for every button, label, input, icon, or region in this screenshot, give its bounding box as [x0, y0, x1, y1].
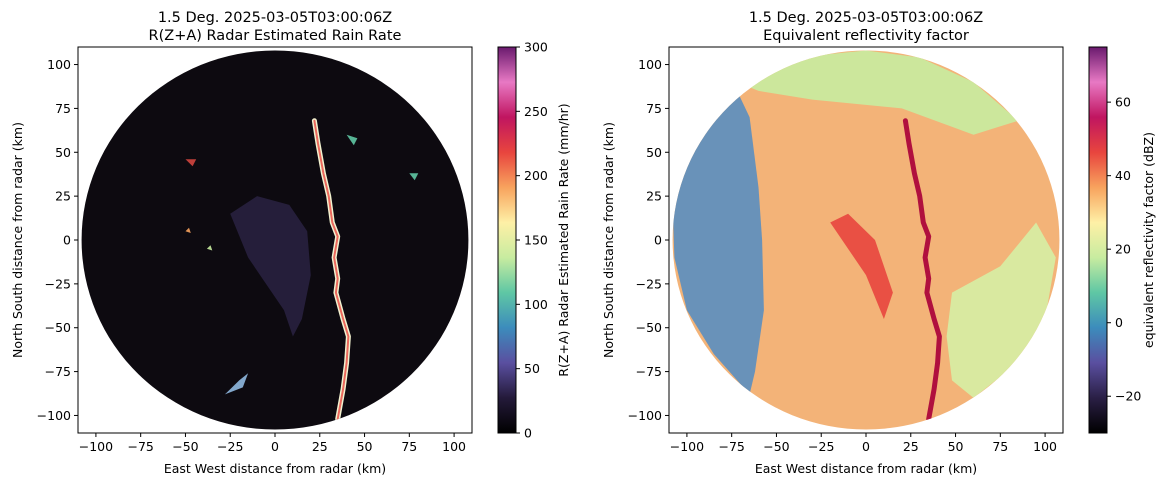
y-tick-label: 0	[654, 233, 662, 248]
x-tick-label: −25	[217, 439, 243, 454]
x-tick-label: 100	[442, 439, 466, 454]
squall-line-core	[313, 119, 350, 420]
colorbar	[1088, 46, 1108, 434]
cell-mark	[185, 227, 191, 233]
radar-features	[672, 50, 1056, 422]
x-tick-label: −75	[127, 439, 153, 454]
cell-mark	[206, 245, 213, 251]
x-tick-label: −50	[763, 439, 789, 454]
clear-air-west-mark	[672, 90, 764, 395]
chart-title-line2: Equivalent reflectivity factor	[763, 28, 969, 44]
chart-title-line1: 1.5 Deg. 2025-03-05T03:00:06Z	[158, 10, 392, 26]
x-tick-label: 50	[948, 439, 964, 454]
y-tick-label: −75	[45, 364, 71, 379]
chart-panel-1: −100 −75 −50 −25 0 25 50 75 100 −100 −75 −50 −25 0 25 5…	[10, 10, 571, 476]
y-tick-label: −75	[636, 364, 662, 379]
x-tick-label: 0	[862, 439, 870, 454]
colorbar-tick-label: 60	[1115, 95, 1131, 110]
x-tick-label: −100	[79, 439, 113, 454]
x-tick-label: 0	[271, 439, 279, 454]
y-tick-label: −50	[636, 320, 662, 335]
y-tick-label: 100	[638, 57, 662, 72]
y-tick-label: 100	[47, 57, 71, 72]
cell-mark	[185, 159, 197, 167]
y-tick-label: −25	[45, 276, 71, 291]
chart-title-line2: R(Z+A) Radar Estimated Rain Rate	[149, 28, 402, 44]
chart-panel-2: −100 −75 −50 −25 0 25 50 75 100 −100 −75 −50 −25 0 25 5…	[601, 10, 1156, 476]
colorbar-tick-label: 40	[1115, 168, 1131, 183]
y-tick-label: 0	[63, 233, 71, 248]
x-axis-label: East West distance from radar (km)	[164, 461, 386, 476]
cell-mark	[346, 134, 358, 146]
colorbar-tick-label: 0	[524, 426, 532, 441]
cell-mark	[224, 373, 249, 395]
x-axis-label: East West distance from radar (km)	[755, 461, 977, 476]
x-tick-label: 100	[1033, 439, 1057, 454]
colorbar-label: equivalent reflectivity factor (dBZ)	[1141, 132, 1156, 348]
y-tick-label: 75	[646, 101, 662, 116]
x-tick-label: 75	[401, 439, 417, 454]
colorbar-label: R(Z+A) Radar Estimated Rain Rate (mm/hr)	[556, 103, 571, 376]
chart-title-line1: 1.5 Deg. 2025-03-05T03:00:06Z	[749, 10, 983, 26]
colorbar-tick-label: 250	[524, 104, 548, 119]
cell-mark	[409, 173, 419, 181]
y-tick-label: −100	[628, 408, 662, 423]
x-tick-label: 50	[357, 439, 373, 454]
transition-mark	[946, 222, 1056, 398]
x-tick-label: 25	[903, 439, 919, 454]
colorbar-tick-label: 150	[524, 233, 548, 248]
radar-features	[185, 118, 419, 422]
y-tick-label: −100	[37, 408, 71, 423]
x-tick-label: 25	[312, 439, 328, 454]
x-tick-label: −100	[670, 439, 704, 454]
colorbar-tick-label: 0	[1115, 315, 1123, 330]
colorbar-tick-label: 100	[524, 297, 548, 312]
y-tick-label: 75	[55, 101, 71, 116]
y-tick-label: 50	[646, 145, 662, 160]
colorbar	[497, 46, 517, 434]
stratiform-haze-mark	[230, 196, 311, 337]
x-tick-label: 75	[992, 439, 1008, 454]
y-tick-label: 25	[646, 189, 662, 204]
colorbar-tick-label: 200	[524, 168, 548, 183]
transition-mark	[737, 50, 1019, 135]
y-tick-label: −50	[45, 320, 71, 335]
squall-line-mark	[902, 118, 942, 422]
y-axis-label: North South distance from radar (km)	[10, 122, 25, 358]
x-tick-label: −50	[172, 439, 198, 454]
y-tick-label: 25	[55, 189, 71, 204]
x-tick-label: −25	[808, 439, 834, 454]
colorbar-tick-label: 20	[1115, 242, 1131, 257]
y-tick-label: −25	[636, 276, 662, 291]
y-axis-label: North South distance from radar (km)	[601, 122, 616, 358]
core-mark	[830, 213, 893, 319]
y-tick-label: 50	[55, 145, 71, 160]
colorbar-tick-label: −20	[1115, 389, 1141, 404]
colorbar-tick-label: 300	[524, 40, 548, 55]
colorbar-tick-label: 50	[524, 361, 540, 376]
x-tick-label: −75	[718, 439, 744, 454]
